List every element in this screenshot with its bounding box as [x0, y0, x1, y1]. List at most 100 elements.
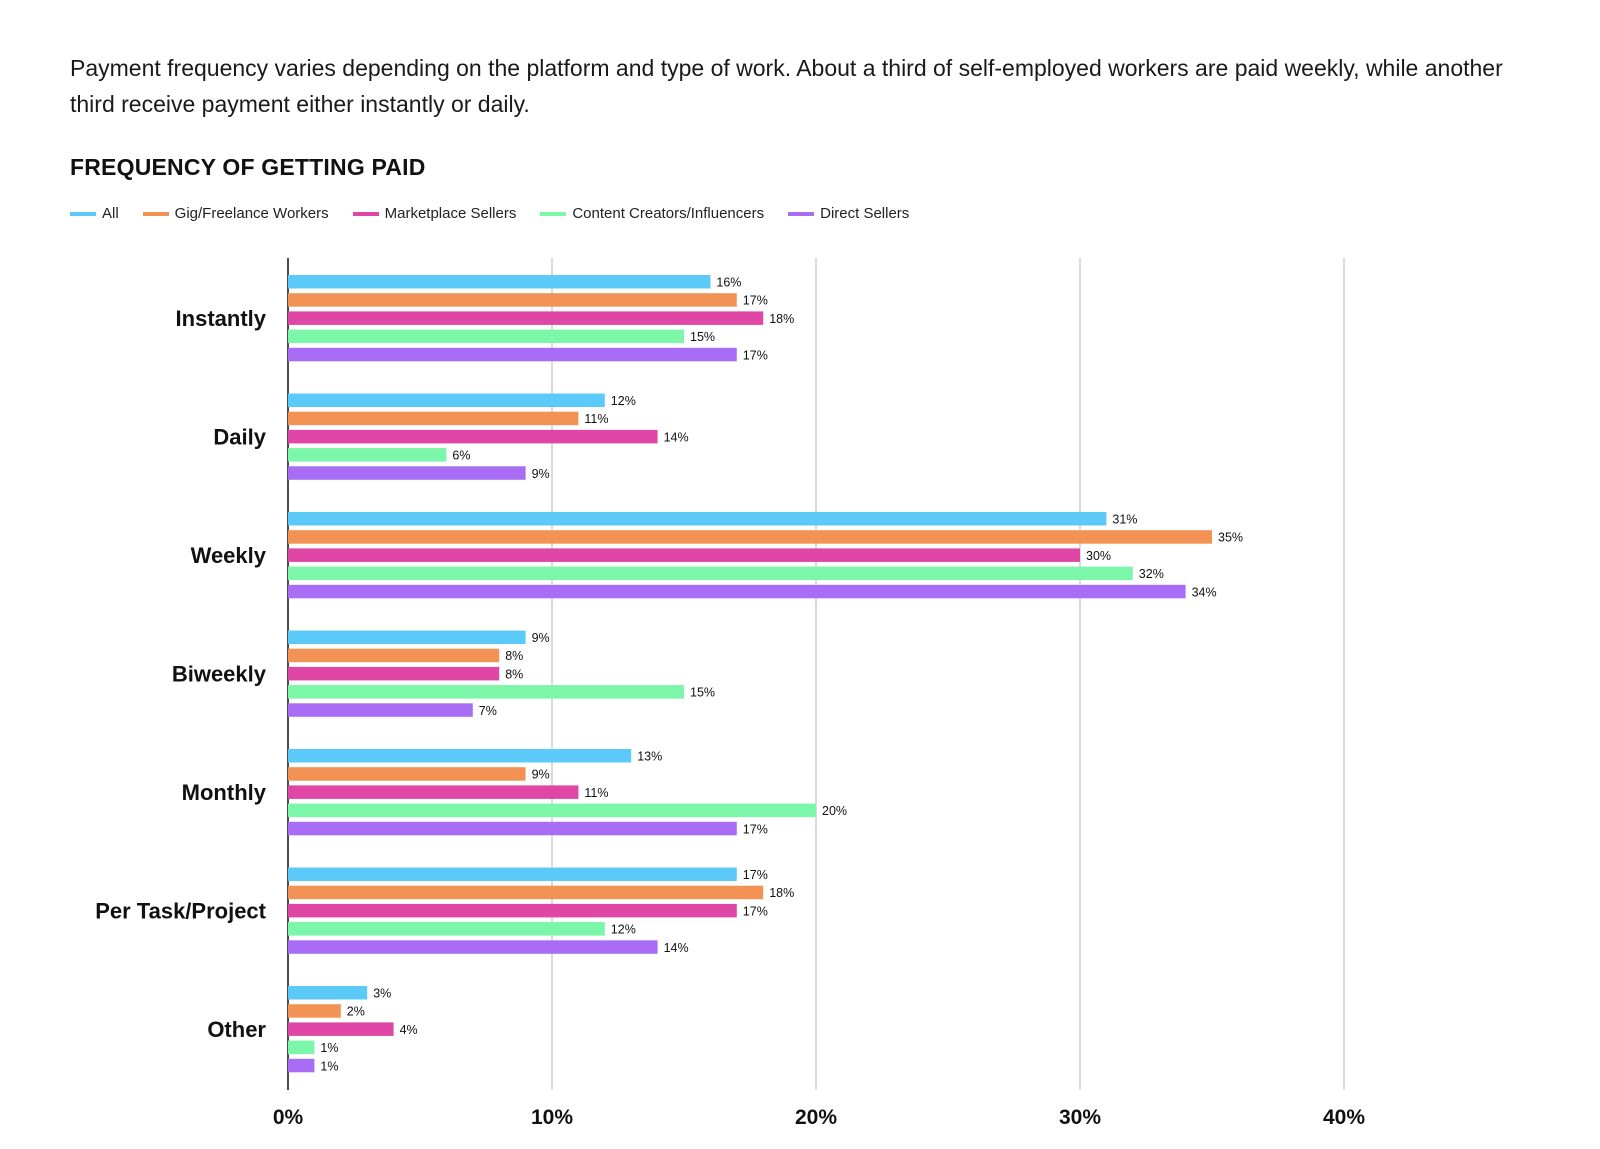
data-label-biweekly-content-creators-influencers: 15% — [690, 686, 715, 700]
bar-weekly-direct-sellers — [288, 584, 1186, 599]
bar-biweekly-direct-sellers — [288, 703, 473, 717]
data-label-weekly-gig-freelance-workers: 35% — [1218, 531, 1243, 545]
data-label-daily-direct-sellers: 9% — [532, 467, 550, 481]
bar-other-marketplace-sellers — [288, 1022, 394, 1036]
bar-other-all — [288, 986, 368, 1000]
bar-other-direct-sellers — [288, 1058, 315, 1073]
bar-daily-gig-freelance-workers — [288, 411, 579, 426]
category-label-weekly: Weekly — [191, 543, 267, 568]
legend-swatch-all — [70, 211, 96, 216]
bar-per-task-project-content-creators-influencers — [288, 922, 605, 936]
data-label-instantly-content-creators-influencers: 15% — [690, 330, 715, 344]
x-tick-label-30: 30% — [1059, 1106, 1101, 1129]
data-label-weekly-all: 31% — [1112, 513, 1137, 527]
legend-item-all: All — [70, 205, 119, 222]
data-label-weekly-marketplace-sellers: 30% — [1086, 549, 1111, 563]
data-label-monthly-all: 13% — [637, 750, 662, 764]
data-label-daily-content-creators-influencers: 6% — [452, 449, 470, 463]
legend-item-content-creators: Content Creators/Influencers — [540, 205, 764, 222]
data-label-other-direct-sellers: 1% — [320, 1059, 338, 1073]
category-label-daily: Daily — [213, 425, 266, 450]
bar-per-task-project-gig-freelance-workers — [288, 885, 764, 900]
x-tick-label-10: 10% — [531, 1106, 573, 1129]
data-label-monthly-gig-freelance-workers: 9% — [532, 768, 550, 782]
data-label-other-marketplace-sellers: 4% — [400, 1023, 418, 1037]
legend-label-content-creators: Content Creators/Influencers — [572, 205, 765, 222]
legend-item-direct-sellers: Direct Sellers — [788, 205, 909, 222]
bar-monthly-direct-sellers — [288, 821, 737, 836]
bar-instantly-direct-sellers — [288, 347, 737, 362]
data-label-daily-all: 12% — [611, 394, 636, 408]
legend-swatch-content-creators — [540, 211, 567, 216]
bar-monthly-all — [288, 749, 632, 763]
data-label-instantly-direct-sellers: 17% — [743, 348, 768, 362]
data-label-monthly-direct-sellers: 17% — [743, 822, 768, 836]
data-label-per-task-project-all: 17% — [743, 868, 768, 882]
data-label-daily-marketplace-sellers: 14% — [664, 430, 689, 444]
bar-weekly-all — [288, 512, 1107, 526]
x-tick-label-20: 20% — [795, 1106, 837, 1129]
bar-biweekly-gig-freelance-workers — [288, 648, 500, 663]
data-label-per-task-project-direct-sellers: 14% — [664, 941, 689, 955]
legend-label-direct-sellers: Direct Sellers — [820, 205, 910, 222]
bar-daily-content-creators-influencers — [288, 448, 447, 462]
legend-item-marketplace-sellers: Marketplace Sellers — [352, 205, 517, 222]
bar-weekly-marketplace-sellers — [288, 548, 1080, 562]
category-label-instantly: Instantly — [176, 306, 267, 331]
legend-swatch-marketplace-sellers — [352, 211, 379, 216]
chart-title: FREQUENCY OF GETTING PAID — [70, 154, 426, 180]
chart-legend: All Gig/Freelance Workers Marketplace Se… — [70, 205, 933, 222]
intro-paragraph: Payment frequency varies depending on th… — [70, 55, 1503, 117]
bar-per-task-project-marketplace-sellers — [288, 903, 737, 918]
bar-other-gig-freelance-workers — [288, 1004, 341, 1018]
category-label-monthly: Monthly — [182, 780, 267, 805]
bar-weekly-content-creators-influencers — [288, 566, 1133, 581]
bar-per-task-project-direct-sellers — [288, 940, 658, 954]
data-label-per-task-project-content-creators-influencers: 12% — [611, 923, 636, 937]
bar-daily-marketplace-sellers — [288, 429, 658, 444]
data-label-monthly-content-creators-influencers: 20% — [822, 804, 847, 818]
legend-label-all: All — [102, 205, 119, 222]
bar-biweekly-marketplace-sellers — [288, 666, 500, 681]
data-label-instantly-all: 16% — [716, 276, 741, 290]
bar-monthly-content-creators-influencers — [288, 803, 816, 818]
data-label-per-task-project-marketplace-sellers: 17% — [743, 904, 768, 918]
bar-instantly-all — [288, 275, 711, 289]
legend-label-marketplace-sellers: Marketplace Sellers — [384, 205, 517, 222]
data-label-instantly-gig-freelance-workers: 17% — [743, 294, 768, 308]
data-label-weekly-direct-sellers: 34% — [1192, 585, 1217, 599]
data-label-other-all: 3% — [373, 987, 391, 1001]
category-label-other: Other — [207, 1017, 266, 1042]
legend-label-gig-freelance: Gig/Freelance Workers — [174, 205, 329, 222]
legend-swatch-direct-sellers — [788, 211, 815, 216]
legend-swatch-gig-freelance — [142, 211, 169, 216]
data-label-biweekly-marketplace-sellers: 8% — [505, 667, 523, 681]
bar-daily-all — [288, 393, 605, 407]
data-label-monthly-marketplace-sellers: 11% — [584, 786, 608, 800]
legend-item-gig-freelance: Gig/Freelance Workers — [142, 205, 329, 222]
data-label-daily-gig-freelance-workers: 11% — [584, 412, 608, 426]
bar-monthly-gig-freelance-workers — [288, 767, 526, 781]
data-label-biweekly-direct-sellers: 7% — [479, 704, 497, 718]
data-label-biweekly-all: 9% — [532, 631, 550, 645]
x-tick-label-40: 40% — [1323, 1106, 1365, 1129]
bar-instantly-marketplace-sellers — [288, 311, 764, 325]
bar-instantly-gig-freelance-workers — [288, 293, 737, 307]
bar-monthly-marketplace-sellers — [288, 785, 579, 799]
category-label-biweekly: Biweekly — [172, 662, 267, 687]
category-label-per-task-project: Per Task/Project — [95, 899, 266, 924]
bar-instantly-content-creators-influencers — [288, 329, 684, 344]
bar-biweekly-all — [288, 630, 526, 644]
bar-biweekly-content-creators-influencers — [288, 685, 684, 699]
bar-weekly-gig-freelance-workers — [288, 530, 1212, 544]
bar-per-task-project-all — [288, 867, 737, 881]
data-label-instantly-marketplace-sellers: 18% — [769, 312, 794, 326]
data-label-biweekly-gig-freelance-workers: 8% — [505, 649, 523, 663]
data-label-other-content-creators-influencers: 1% — [320, 1041, 338, 1055]
data-label-weekly-content-creators-influencers: 32% — [1139, 567, 1164, 581]
bar-daily-direct-sellers — [288, 466, 526, 480]
x-tick-label-0: 0% — [273, 1106, 304, 1129]
bar-other-content-creators-influencers — [288, 1040, 315, 1055]
data-label-other-gig-freelance-workers: 2% — [347, 1005, 365, 1019]
